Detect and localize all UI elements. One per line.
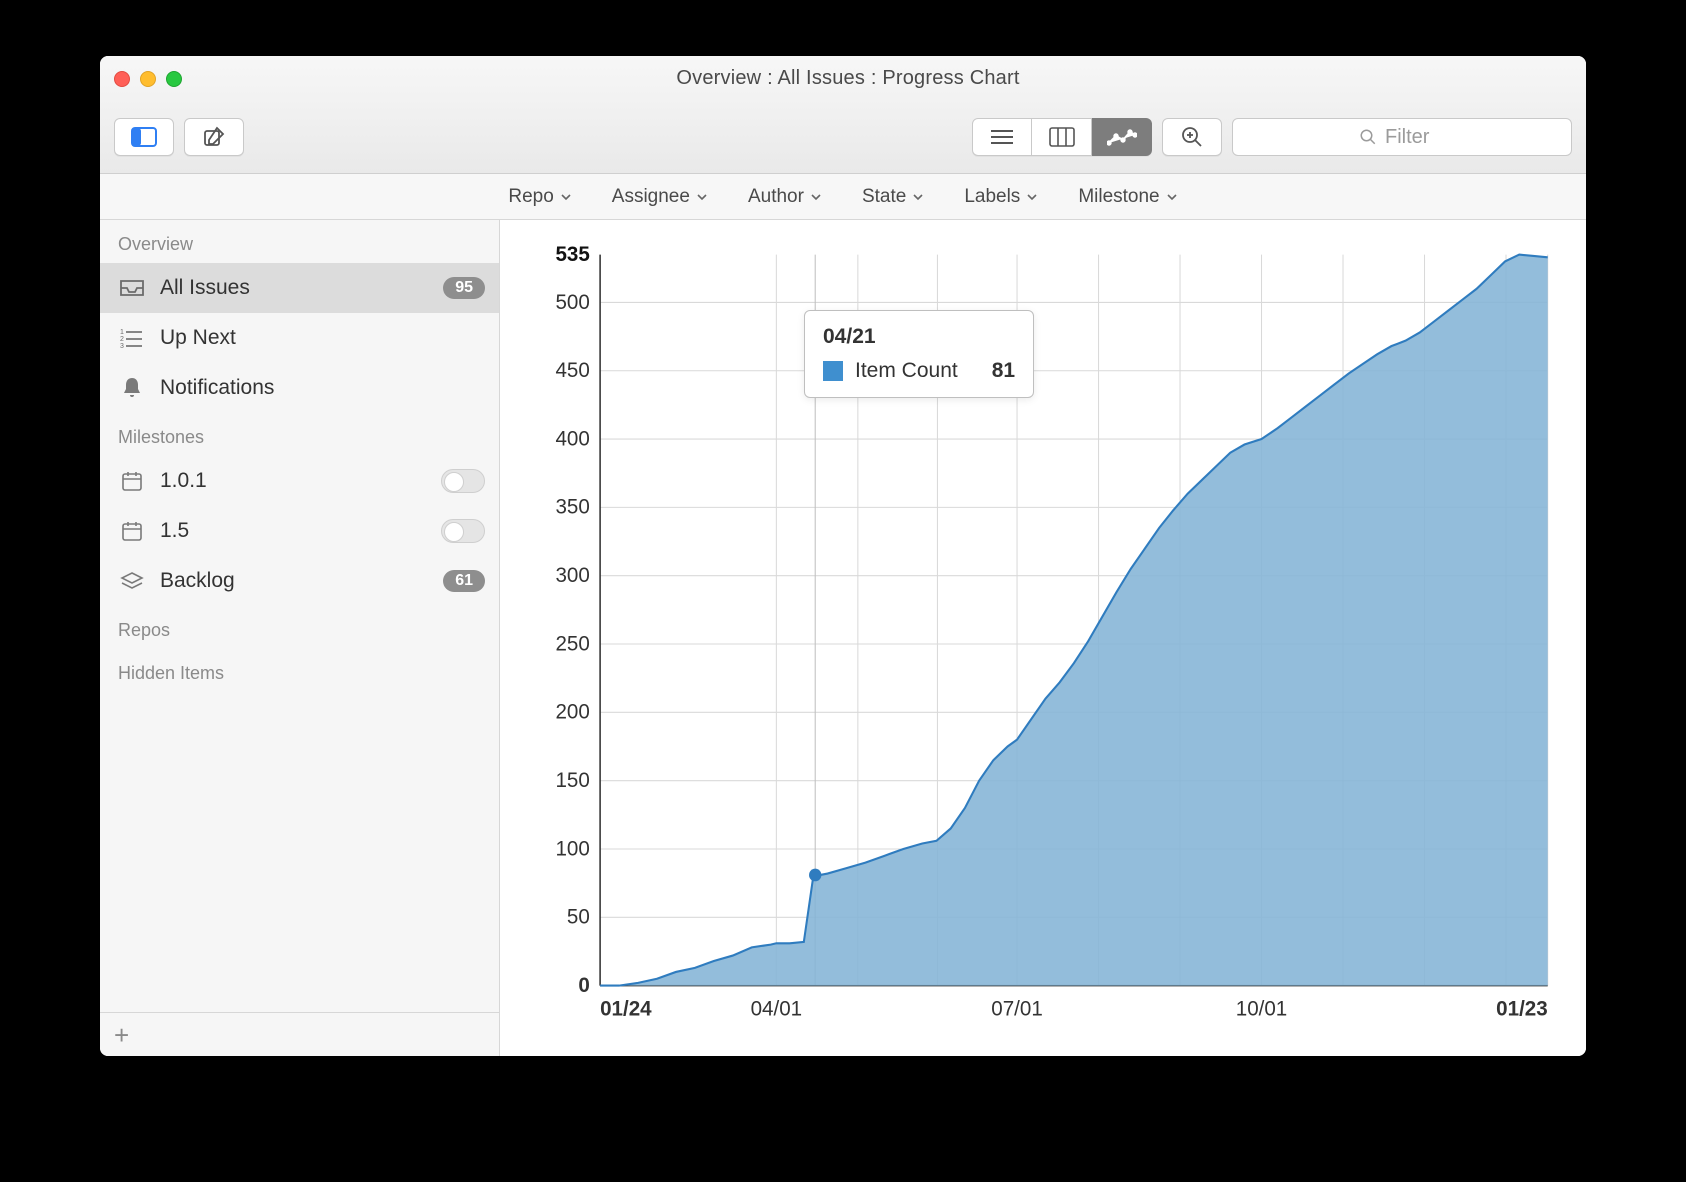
- sidebar-badge: 95: [443, 277, 485, 299]
- calendar-icon: [118, 469, 146, 493]
- filter-repo-label: Repo: [508, 186, 553, 208]
- milestone-toggle[interactable]: [441, 519, 485, 543]
- progress-chart[interactable]: 0 50 100 150 200 250 300 350 400 450 500 535 01/24 04…: [528, 244, 1558, 1028]
- svg-text:450: 450: [555, 359, 589, 382]
- app-window: Overview : All Issues : Progress Chart: [100, 56, 1586, 1056]
- svg-text:150: 150: [555, 769, 589, 792]
- svg-text:10/01: 10/01: [1236, 997, 1288, 1020]
- view-columns-button[interactable]: [1032, 118, 1092, 156]
- sidebar-item-all-issues[interactable]: All Issues 95: [100, 263, 499, 313]
- sidebar-item-milestone-15[interactable]: 1.5: [100, 506, 499, 556]
- view-list-button[interactable]: [972, 118, 1032, 156]
- svg-text:3: 3: [120, 343, 124, 348]
- sidebar-item-label: Backlog: [160, 569, 429, 593]
- zoom-in-icon: [1180, 125, 1204, 149]
- chevron-down-icon: [810, 191, 822, 203]
- main-pane: 0 50 100 150 200 250 300 350 400 450 500 535 01/24 04…: [500, 220, 1586, 1056]
- svg-text:2: 2: [120, 336, 124, 343]
- chart-tooltip: 04/21 Item Count 81: [804, 310, 1034, 398]
- numbered-list-icon: 1 2 3: [118, 326, 146, 350]
- chevron-down-icon: [1166, 191, 1178, 203]
- svg-text:535: 535: [555, 244, 590, 266]
- add-button[interactable]: +: [114, 1022, 129, 1048]
- svg-text:04/01: 04/01: [751, 997, 803, 1020]
- window-title: Overview : All Issues : Progress Chart: [182, 67, 1514, 90]
- svg-text:400: 400: [555, 427, 589, 450]
- filter-input[interactable]: [1385, 126, 1445, 149]
- svg-text:500: 500: [555, 291, 589, 314]
- svg-text:07/01: 07/01: [991, 997, 1043, 1020]
- close-window-button[interactable]: [114, 71, 130, 87]
- window-controls: [114, 71, 182, 87]
- stack-icon: [118, 569, 146, 593]
- sidebar-item-notifications[interactable]: Notifications: [100, 363, 499, 413]
- chevron-down-icon: [1026, 191, 1038, 203]
- compose-icon: [203, 126, 225, 148]
- zoom-window-button[interactable]: [166, 71, 182, 87]
- zoom-in-button[interactable]: [1162, 118, 1222, 156]
- tooltip-swatch: [823, 361, 843, 381]
- sidebar-section-overview: Overview: [100, 220, 499, 263]
- svg-text:01/23: 01/23: [1496, 997, 1548, 1020]
- svg-text:0: 0: [578, 974, 589, 997]
- filter-assignee-label: Assignee: [612, 186, 690, 208]
- search-icon: [1359, 128, 1377, 146]
- milestone-toggle[interactable]: [441, 469, 485, 493]
- svg-text:200: 200: [555, 700, 589, 723]
- sidebar-item-label: 1.5: [160, 519, 427, 543]
- svg-text:300: 300: [555, 564, 589, 587]
- svg-text:250: 250: [555, 632, 589, 655]
- chevron-down-icon: [912, 191, 924, 203]
- filter-assignee[interactable]: Assignee: [612, 186, 708, 208]
- inbox-icon: [118, 276, 146, 300]
- sidebar-item-up-next[interactable]: 1 2 3 Up Next: [100, 313, 499, 363]
- compose-button[interactable]: [184, 118, 244, 156]
- sidebar-item-backlog[interactable]: Backlog 61: [100, 556, 499, 606]
- columns-icon: [1049, 127, 1075, 147]
- filter-state[interactable]: State: [862, 186, 924, 208]
- sidebar-icon: [131, 127, 157, 147]
- sidebar-section-hidden: Hidden Items: [100, 649, 499, 692]
- sidebar: Overview All Issues 95 1 2 3 Up Next: [100, 220, 500, 1056]
- toggle-sidebar-button[interactable]: [114, 118, 174, 156]
- sidebar-footer: +: [100, 1012, 499, 1056]
- sidebar-item-label: 1.0.1: [160, 469, 427, 493]
- chevron-down-icon: [560, 191, 572, 203]
- titlebar: Overview : All Issues : Progress Chart: [100, 56, 1586, 174]
- view-mode-segment: [972, 118, 1152, 156]
- filter-labels[interactable]: Labels: [964, 186, 1038, 208]
- sidebar-item-milestone-101[interactable]: 1.0.1: [100, 456, 499, 506]
- list-icon: [989, 128, 1015, 146]
- filter-search[interactable]: [1232, 118, 1572, 156]
- sidebar-badge: 61: [443, 570, 485, 592]
- sidebar-item-label: Notifications: [160, 376, 485, 400]
- filter-repo[interactable]: Repo: [508, 186, 571, 208]
- sidebar-section-repos: Repos: [100, 606, 499, 649]
- view-chart-button[interactable]: [1092, 118, 1152, 156]
- svg-text:50: 50: [567, 905, 590, 928]
- chart-icon: [1107, 127, 1137, 147]
- svg-text:01/24: 01/24: [600, 997, 652, 1020]
- filter-milestone-label: Milestone: [1078, 186, 1159, 208]
- filter-labels-label: Labels: [964, 186, 1020, 208]
- tooltip-value: 81: [992, 359, 1015, 383]
- calendar-icon: [118, 519, 146, 543]
- svg-text:1: 1: [120, 329, 124, 336]
- tooltip-series-label: Item Count: [855, 359, 958, 383]
- svg-text:100: 100: [555, 837, 589, 860]
- filter-milestone[interactable]: Milestone: [1078, 186, 1177, 208]
- filter-author[interactable]: Author: [748, 186, 822, 208]
- sidebar-item-label: All Issues: [160, 276, 429, 300]
- filter-state-label: State: [862, 186, 906, 208]
- sidebar-section-milestones: Milestones: [100, 413, 499, 456]
- tooltip-date: 04/21: [823, 325, 1015, 349]
- filter-author-label: Author: [748, 186, 804, 208]
- filter-bar: Repo Assignee Author State Labels Milest…: [100, 174, 1586, 220]
- sidebar-item-label: Up Next: [160, 326, 485, 350]
- bell-icon: [118, 376, 146, 400]
- body: Overview All Issues 95 1 2 3 Up Next: [100, 220, 1586, 1056]
- chevron-down-icon: [696, 191, 708, 203]
- minimize-window-button[interactable]: [140, 71, 156, 87]
- svg-text:350: 350: [555, 495, 589, 518]
